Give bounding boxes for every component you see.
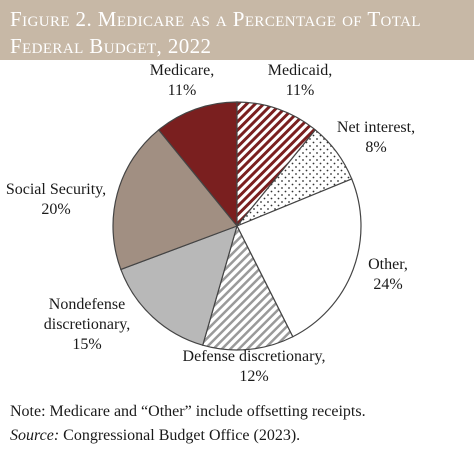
pie-label-defense-discretionary: Defense discretionary, 12% xyxy=(183,348,326,385)
pie-label-social-security: Social Security, 20% xyxy=(6,181,106,218)
pie-labels: Medicare, 11% Medicaid, 11% Net interest, 8% O… xyxy=(6,62,415,385)
figure-source-text: Congressional Budget Office (2023). xyxy=(59,427,301,444)
figure-title-line2: Federal Budget, 2022 xyxy=(10,34,212,58)
pie-label-medicare: Medicare, 11% xyxy=(150,62,214,99)
figure-note: Note: Medicare and “Other” include offse… xyxy=(10,403,366,420)
pie-slice-medicare xyxy=(157,101,238,228)
pie-label-line: Medicare, xyxy=(150,62,214,79)
pie-slice-defense-discretionary xyxy=(201,224,294,351)
pie-label-line: discretionary, xyxy=(44,316,130,333)
pie-label-line: Defense discretionary, xyxy=(183,348,326,365)
pie-slice-other xyxy=(236,178,362,338)
pie-label-line: 24% xyxy=(373,276,402,293)
figure-title: Figure 2. Medicare as a Percentage of To… xyxy=(10,6,466,60)
pie-label-medicaid: Medicaid, 11% xyxy=(268,62,332,99)
pie-slice-social-security xyxy=(112,129,238,271)
figure-source: Source: Congressional Budget Office (202… xyxy=(10,424,470,448)
pie-label-line: 15% xyxy=(72,336,101,353)
pie-label-line: Social Security, xyxy=(6,181,106,198)
pie-slice-nondefense-discretionary xyxy=(120,225,238,346)
pie-label-line: Medicaid, xyxy=(268,62,332,79)
pie-label-other: Other, 24% xyxy=(368,256,408,293)
pie-label-line: 8% xyxy=(365,139,386,156)
pie-label-line: 12% xyxy=(239,368,268,385)
figure-notes: Note: Medicare and “Other” include offse… xyxy=(10,400,470,448)
pie-label-line: Nondefense xyxy=(49,296,125,313)
pie-chart: Medicare, 11% Medicaid, 11% Net interest, 8% O… xyxy=(6,62,415,385)
pie-label-line: 11% xyxy=(286,82,315,99)
pie-label-line: Net interest, xyxy=(337,119,415,136)
pie-label-line: Other, xyxy=(368,256,408,273)
pie-label-nondefense-discretionary: Nondefense discretionary, 15% xyxy=(44,296,130,353)
pie-label-net-interest: Net interest, 8% xyxy=(337,119,415,156)
figure-header: Figure 2. Medicare as a Percentage of To… xyxy=(0,0,474,60)
pie-label-line: 11% xyxy=(168,82,197,99)
pie-label-line: 20% xyxy=(41,201,70,218)
figure-title-line1: Figure 2. Medicare as a Percentage of To… xyxy=(10,7,421,31)
figure-source-label: Source: xyxy=(10,427,60,444)
pie-slice-medicaid xyxy=(236,101,317,228)
pie-slices xyxy=(112,101,362,351)
